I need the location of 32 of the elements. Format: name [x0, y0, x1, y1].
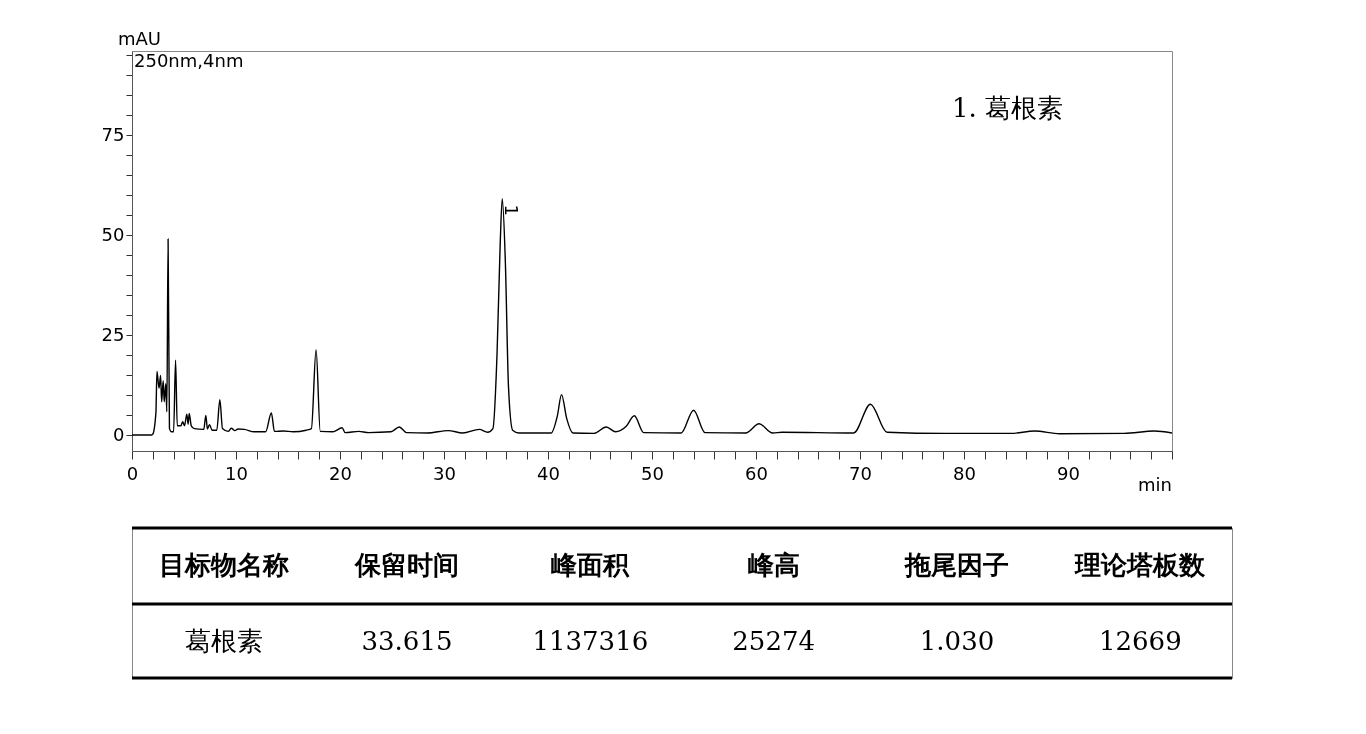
x-tick-label: 80 — [953, 462, 976, 484]
x-tick-label: 90 — [1057, 462, 1080, 484]
text: 1137316 — [532, 626, 649, 656]
y-tick-label: 75 — [101, 123, 125, 145]
text: 1.030 — [919, 626, 995, 656]
annotation: 1 — [501, 204, 523, 217]
y-tick-label: 25 — [101, 323, 125, 345]
x-axis-title: min — [1138, 474, 1172, 495]
text: 拖尾因子 — [904, 550, 1009, 580]
y-tick-label: 50 — [101, 223, 125, 245]
x-tick-label: 50 — [641, 462, 664, 484]
y-axis-title: mAU — [118, 28, 162, 49]
text: 理论塔板数 — [1074, 550, 1207, 580]
annotation: 250nm,4nm — [134, 50, 244, 71]
x-tick-label: 30 — [433, 462, 456, 484]
x-tick-label: 20 — [329, 462, 352, 484]
text: 33.615 — [361, 626, 453, 656]
text: 保留时间 — [354, 550, 459, 580]
x-tick-label: 60 — [745, 462, 768, 484]
x-tick-label: 40 — [537, 462, 560, 484]
text: 峰面积 — [551, 550, 631, 580]
text: 25274 — [732, 626, 816, 656]
annotation: 1. 葛根素 — [952, 93, 1064, 123]
text: 葛根素 — [184, 626, 263, 656]
text: 峰高 — [747, 550, 800, 580]
y-tick-label: 0 — [113, 423, 125, 445]
line-series — [132, 197, 1172, 436]
x-tick-label: 10 — [225, 462, 248, 484]
text: 目标物名称 — [158, 550, 289, 580]
x-tick-label: 0 — [126, 462, 139, 484]
x-tick-label: 70 — [849, 462, 872, 484]
text: 12669 — [1098, 626, 1182, 656]
